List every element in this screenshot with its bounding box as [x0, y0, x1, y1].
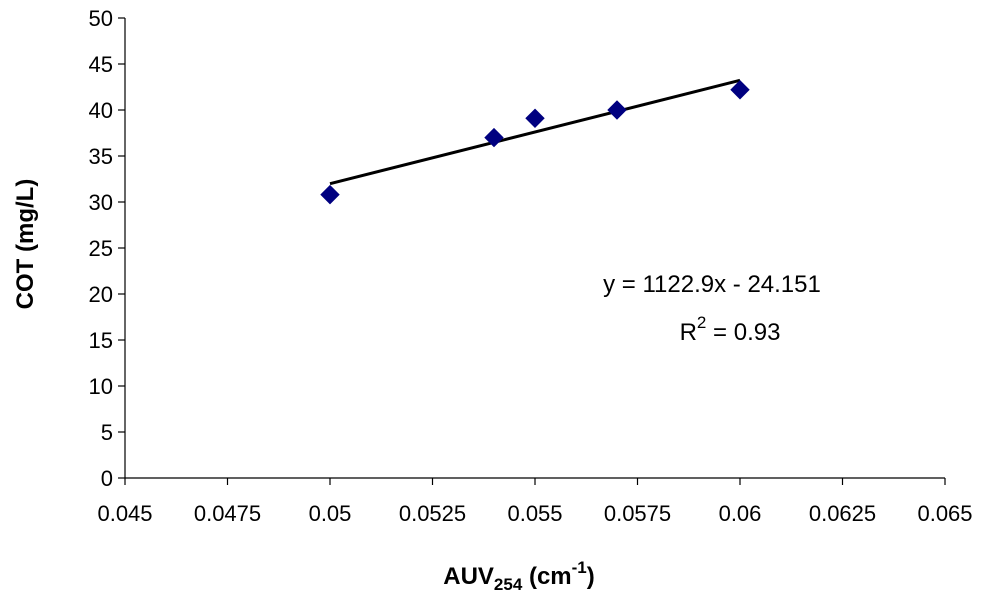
y-tick-label: 35	[89, 144, 113, 169]
y-axis-title: COT (mg/L)	[12, 179, 39, 310]
x-axis-title-unit-close: )	[587, 563, 595, 590]
axes: 0 5 10 15 20 25 30 35 40 45 50 0.045 0.0475 0.05 0.05…	[89, 6, 973, 526]
y-tick-label: 30	[89, 190, 113, 215]
r-squared-value: = 0.93	[706, 319, 780, 346]
trendline-group	[329, 78, 741, 186]
x-tick-label: 0.0625	[809, 501, 876, 526]
x-tick-label: 0.045	[97, 501, 152, 526]
data-point	[607, 100, 627, 120]
x-axis-title-unit-open: (cm	[522, 563, 571, 590]
r-squared-prefix: R	[680, 319, 697, 346]
x-tick-label: 0.055	[507, 501, 562, 526]
r-squared-label: R2 = 0.93	[680, 313, 781, 346]
trendline	[329, 78, 741, 186]
data-point	[730, 80, 750, 100]
y-tick-label: 15	[89, 328, 113, 353]
x-axis-title-superscript: -1	[572, 558, 587, 577]
r-squared-superscript: 2	[697, 313, 706, 332]
y-tick-label: 10	[89, 374, 113, 399]
x-tick-label: 0.0575	[604, 501, 671, 526]
x-axis-title-subscript: 254	[494, 575, 523, 594]
x-tick-label: 0.065	[917, 501, 972, 526]
x-tick-label: 0.0475	[194, 501, 261, 526]
data-points	[320, 80, 750, 205]
y-tick-label: 0	[101, 466, 113, 491]
y-tick-label: 45	[89, 52, 113, 77]
x-axis-title: AUV254 (cm-1)	[443, 558, 595, 594]
data-point	[525, 108, 545, 128]
y-tick-label: 40	[89, 98, 113, 123]
x-axis-title-base: AUV	[443, 563, 494, 590]
x-tick-label: 0.06	[719, 501, 762, 526]
y-tick-label: 5	[101, 420, 113, 445]
y-tick-label: 20	[89, 282, 113, 307]
x-ticks: 0.045 0.0475 0.05 0.0525 0.055 0.0575 0.06 0.06…	[97, 478, 973, 526]
y-tick-label: 50	[89, 6, 113, 31]
data-point	[320, 184, 340, 205]
y-ticks: 0 5 10 15 20 25 30 35 40 45 50	[89, 6, 125, 491]
trendline-equation: y = 1122.9x - 24.151	[603, 271, 821, 298]
x-tick-label: 0.0525	[399, 501, 466, 526]
y-tick-label: 25	[89, 236, 113, 261]
x-tick-label: 0.05	[309, 501, 352, 526]
data-point	[484, 127, 504, 148]
